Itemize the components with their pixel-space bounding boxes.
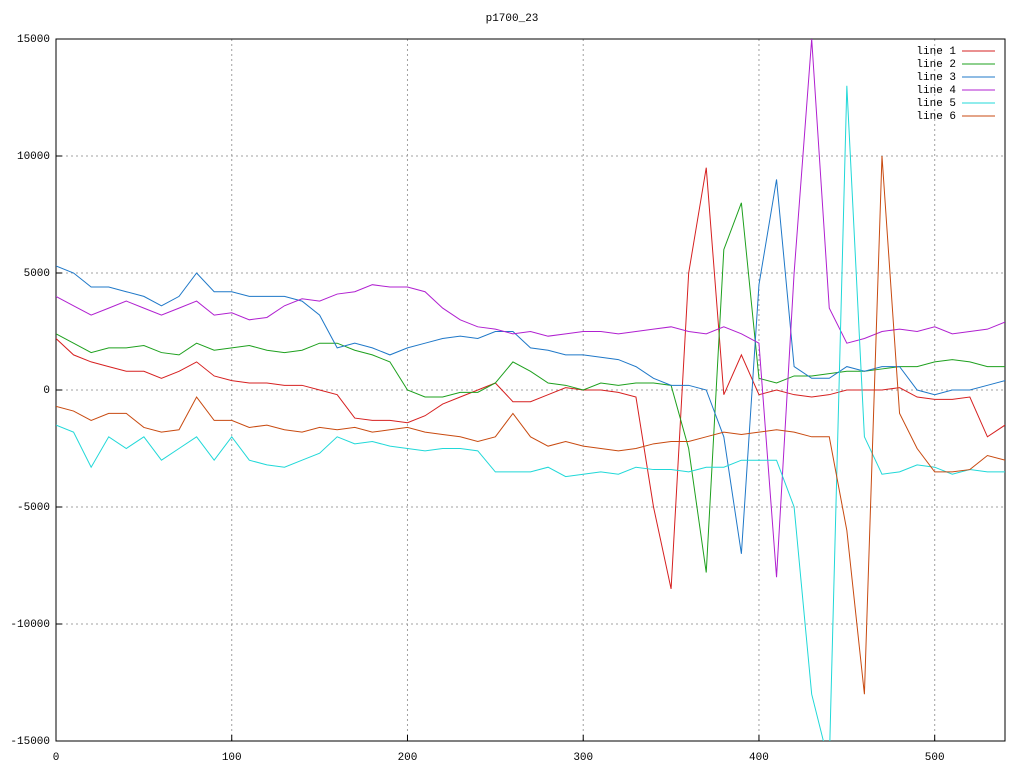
x-tick-label: 400 (749, 752, 769, 764)
legend-label: line 4 (916, 85, 956, 97)
y-tick-label: 5000 (24, 268, 50, 280)
x-tick-label: 500 (925, 752, 945, 764)
data-line (56, 85, 1005, 741)
legend-label: line 3 (916, 72, 956, 84)
x-tick-label: 0 (53, 752, 60, 764)
x-tick-label: 100 (222, 752, 242, 764)
chart-title: p1700_23 (486, 13, 539, 25)
legend-label: line 5 (916, 98, 956, 110)
x-tick-label: 300 (573, 752, 593, 764)
y-tick-label: -5000 (17, 502, 50, 514)
x-tick-label: 200 (398, 752, 418, 764)
data-line (56, 155, 1005, 695)
data-line (56, 167, 1005, 590)
y-tick-label: -10000 (10, 619, 50, 631)
y-tick-label: -15000 (10, 736, 50, 748)
data-line (56, 202, 1005, 573)
data-line (56, 39, 1005, 578)
legend-label: line 2 (916, 59, 956, 71)
plot-area (56, 39, 1005, 741)
plot-frame (55, 38, 1006, 742)
data-line (56, 179, 1005, 554)
legend-label: line 6 (916, 111, 956, 123)
y-tick-label: 15000 (17, 34, 50, 46)
y-tick-label: 0 (43, 385, 50, 397)
y-tick-label: 10000 (17, 151, 50, 163)
legend-label: line 1 (916, 46, 956, 58)
